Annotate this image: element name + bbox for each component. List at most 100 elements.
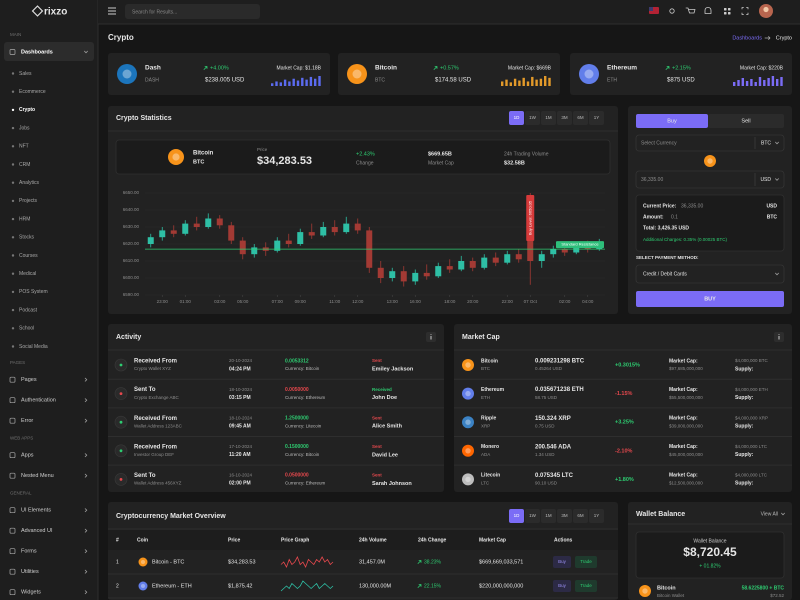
submenu-item[interactable]: Courses [19,253,38,259]
menu-item[interactable]: Nested Menu [21,473,54,479]
submenu-item[interactable]: POS System [19,289,48,295]
tab[interactable] [509,111,524,125]
label: 130,000.00M [359,583,392,589]
button[interactable] [553,580,571,592]
submenu-item[interactable]: Social Media [19,344,48,350]
submenu-item[interactable]: Medical [19,271,36,277]
tab[interactable] [557,111,572,125]
submenu-item[interactable]: Stocks [19,235,35,241]
button-label[interactable]: Trade [580,583,592,588]
menu-item[interactable]: Apps [21,453,34,459]
tab-label[interactable]: 1M [545,513,552,518]
submenu-item[interactable]: Sales [19,71,32,77]
menu-item[interactable]: Authentication [21,398,56,404]
label: Sent [372,473,382,478]
tab[interactable] [589,111,604,125]
menu-item[interactable]: Advanced UI [21,528,53,534]
candle-body [446,266,453,270]
submenu-item[interactable]: Crypto [19,107,35,113]
tab-label[interactable]: 1W [529,115,537,120]
tab[interactable] [525,111,540,125]
tab-label[interactable]: 6M [577,513,584,518]
menu-item[interactable]: Utilities [21,569,39,575]
label: $669.65B [428,151,452,157]
mini-bar [513,78,517,86]
coin-icon-inner [140,559,146,565]
tab-label[interactable]: 1D [514,513,521,518]
submenu-item[interactable]: Analytics [19,180,40,186]
button[interactable] [575,556,597,568]
cart-icon [685,7,696,14]
label: 0.0053312 [285,358,309,364]
label[interactable]: Credit / Debit Cards [643,271,687,277]
tab[interactable] [557,509,572,523]
label[interactable]: BTC [761,140,771,146]
change: +2.43% [356,151,375,157]
menu-item[interactable]: UI Elements [21,508,51,514]
tab[interactable] [636,114,708,128]
annotation-badge [526,195,535,241]
tab[interactable] [541,111,556,125]
button[interactable] [575,580,597,592]
menu-item[interactable]: Error [21,418,33,424]
coin-icon-inner [172,153,180,161]
menu-item[interactable]: Pages [21,377,37,383]
tab-label[interactable]: 3M [561,513,568,518]
candle-body [550,249,557,255]
tab[interactable] [541,509,556,523]
tab[interactable] [573,111,588,125]
submenu-item[interactable]: School [19,326,34,332]
select[interactable] [635,134,785,152]
submenu-item[interactable]: Ecommerce [19,89,46,95]
button[interactable] [636,291,784,307]
menu-item[interactable]: Dashboards [21,49,53,55]
tab[interactable] [573,509,588,523]
tab[interactable] [509,509,524,523]
menu-item[interactable]: Forms [21,549,37,555]
tab-label[interactable]: 3M [561,115,568,120]
submenu-bullet [11,145,15,148]
tab[interactable] [589,509,604,523]
button-label[interactable]: Buy [558,559,567,564]
x-tick-label: 09:00 [295,299,307,304]
search-box[interactable] [125,4,260,19]
tab-label[interactable]: 6M [577,115,584,120]
tab-label[interactable]: 1D [514,115,521,120]
breadcrumb[interactable]: Dashboards [732,35,762,41]
submenu-item[interactable]: Podcast [19,307,38,313]
tab-label[interactable]: 1Y [594,513,600,518]
link[interactable]: View All [761,511,778,517]
label: 04:24 PM [229,366,251,372]
submenu-item[interactable]: NFT [19,144,29,150]
tab-label[interactable]: Buy [667,118,677,124]
tab[interactable] [525,509,540,523]
candle-body [389,271,396,278]
button-label[interactable]: BUY [704,296,716,302]
submenu-item[interactable]: HRM [19,216,30,222]
search-placeholder[interactable]: Search for Results... [132,9,177,15]
button-label[interactable]: Trade [580,559,592,564]
submenu-item[interactable]: Projects [19,198,38,204]
select[interactable] [635,264,785,284]
stats-summary [115,139,611,175]
tab-label[interactable]: Sell [741,118,750,124]
submenu-item[interactable]: CRM [19,162,30,168]
label: 18-10-2024 [229,415,253,420]
label: ETH [481,395,490,400]
label: Select Currency [641,140,677,146]
candle-body [239,240,246,255]
coin-icon [168,149,184,165]
avatar [763,6,769,13]
menu-item[interactable]: Widgets [21,590,41,596]
candle-body [297,232,304,244]
tab-label[interactable]: 1Y [594,115,600,120]
submenu-item[interactable]: Jobs [19,125,30,131]
input[interactable] [635,170,785,189]
x-tick-label: 18:00 [444,299,456,304]
activity-icon [119,363,123,367]
button[interactable] [553,556,571,568]
tab[interactable] [708,114,784,128]
button-label[interactable]: Buy [558,583,567,588]
tab-label[interactable]: 1W [529,513,537,518]
tab-label[interactable]: 1M [545,115,552,120]
